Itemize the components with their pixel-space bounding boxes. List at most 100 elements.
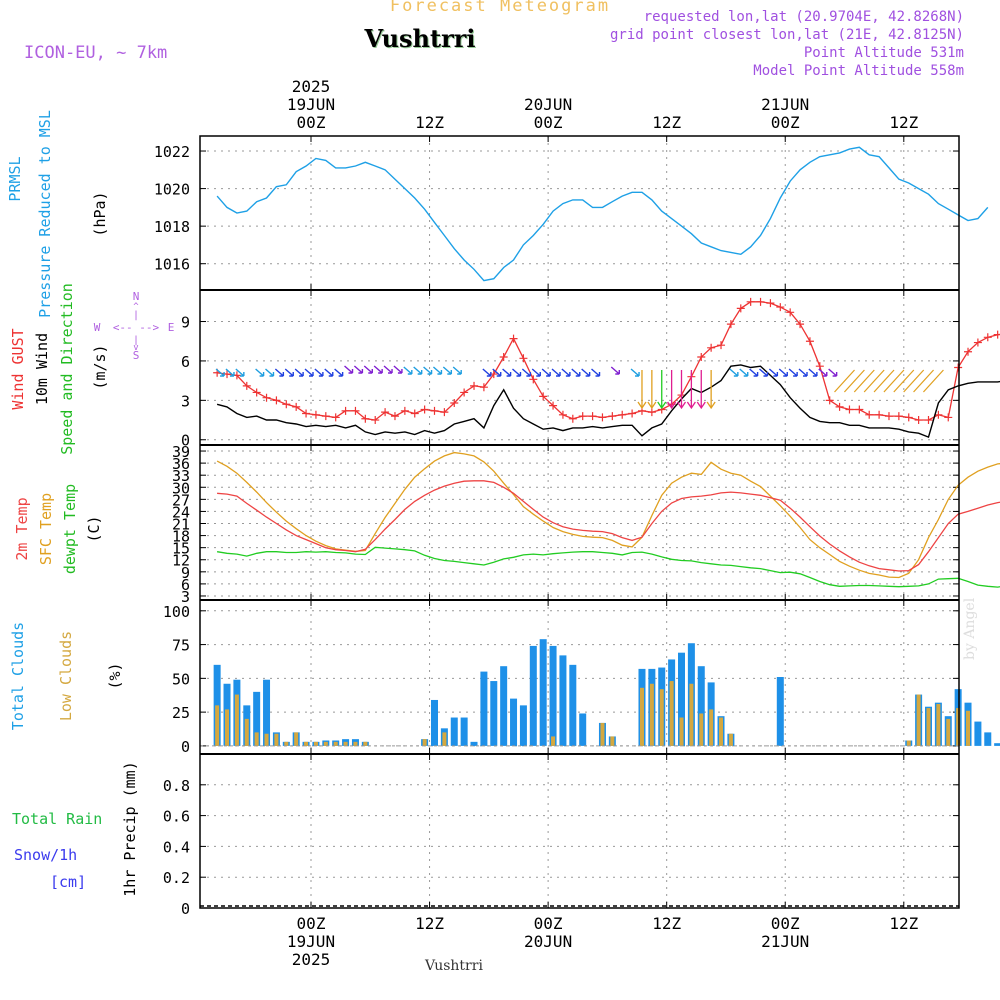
top-time-label: 20JUN [524,95,572,114]
compass-w: W [94,321,101,334]
panel-4: 0 0.2 0.4 0.6 0.8 [163,754,959,918]
footer-station-name: Vushtrri [425,958,483,974]
gust-marker [924,416,933,425]
total-clouds-bar [974,721,982,746]
bottom-time-label: 20JUN [524,932,572,951]
low-clouds-bar [966,710,971,746]
gust-marker [776,303,785,312]
wind-arrow [591,368,601,377]
bottom-time-label: 00Z [297,914,326,933]
wind-arrow [581,368,591,377]
wind-arrow [344,365,354,374]
gust-marker [341,406,350,415]
gust-marker [470,381,479,390]
gust-marker [894,412,903,421]
wind-arrow [828,368,838,377]
wind-arrow [561,368,571,377]
total-clouds-bar [549,645,557,746]
low-clouds-bar [363,741,368,746]
low-clouds-bar [689,683,694,746]
y-tick-label: 1022 [154,143,190,161]
gust-marker [282,400,291,409]
y-tick-label: 6 [181,353,190,371]
wind-arrow [818,368,828,377]
gust-marker [835,402,844,411]
y-tick-label: 0 [181,432,190,450]
low-clouds-bar [649,683,654,746]
gust-marker [964,347,973,356]
low-clouds-bar [610,736,615,746]
wind-arrow [512,368,522,377]
top-time-label: 12Z [889,113,918,132]
gust-marker [400,406,409,415]
gust-marker [756,297,765,306]
wind-arrow [225,368,235,377]
gust-marker [805,337,814,346]
temp-2m-line [217,480,1000,572]
gust-marker [875,410,884,419]
wind-arrow [274,368,285,377]
y-tick-label: 21 [172,516,190,534]
bottom-time-label: 12Z [652,914,681,933]
wind-arrow [383,365,393,374]
wind-arrow [521,368,532,377]
gust-marker [568,414,577,423]
total-clouds-bar [776,677,784,746]
bottom-time-label: 00Z [771,914,800,933]
low-clouds-bar [709,709,714,746]
top-time-label: 2025 [292,77,331,96]
y-tick-label: 27 [172,491,190,509]
pressure-line [216,146,989,282]
top-time-label: 21JUN [761,95,809,114]
gust-direction-arrow [676,370,687,410]
wind-hatch-arrow [893,369,915,393]
low-clouds-bar [956,708,961,746]
point-altitude: Point Altitude 531m [803,45,964,61]
gust-marker [786,308,795,317]
total-rain-label: Total Rain [12,810,103,828]
wind-hatch-arrow [903,369,925,393]
wind-arrow [452,366,462,375]
y-tick-label: 0.2 [163,869,190,887]
gust-marker [479,383,488,392]
wind-hatch-arrow [922,369,944,393]
gust-marker [717,341,726,350]
gust-marker [351,406,360,415]
gust-marker [736,304,745,313]
gust-direction-arrow [696,370,706,410]
total-clouds-bar [697,666,705,746]
gust-direction-arrow [647,370,657,410]
top-time-label: 12Z [415,113,444,132]
bottom-time-label: 19JUN [287,932,335,951]
wind-arrow [482,368,492,377]
gust-marker [311,410,320,419]
gust-marker [242,381,251,390]
snow-label: Snow/1h [14,846,78,864]
wind-line [216,364,1000,439]
requested-location: requested lon,lat (20.9704E, 42.8268N) [643,9,964,25]
low-clouds-bar [551,736,556,746]
top-time-label: 12Z [652,113,681,132]
wind-arrow [334,368,344,377]
y-tick-label: 6 [181,576,190,594]
gust-marker [420,405,429,414]
wind-arrow [432,366,443,375]
y-tick-label: 30 [172,479,190,497]
gust-marker [390,412,399,421]
y-tick-label: 0.4 [163,838,190,856]
low-clouds-bar [669,681,674,746]
y-tick-label: 0.8 [163,777,190,795]
total-clouds-bar [539,639,547,746]
bottom-time-label: 12Z [889,914,918,933]
wind-arrow [393,365,403,374]
gust-direction-arrow [657,370,667,410]
wind-hatch-arrow [913,369,935,393]
y-tick-label: 3 [181,392,190,410]
y-tick-label: 36 [172,455,190,473]
snow-unit-label: [cm] [50,873,87,891]
wind-arrow [353,365,364,374]
y-tick-label: 24 [172,503,190,521]
wind-arrow [502,368,512,377]
total-clouds-bar [559,655,567,746]
